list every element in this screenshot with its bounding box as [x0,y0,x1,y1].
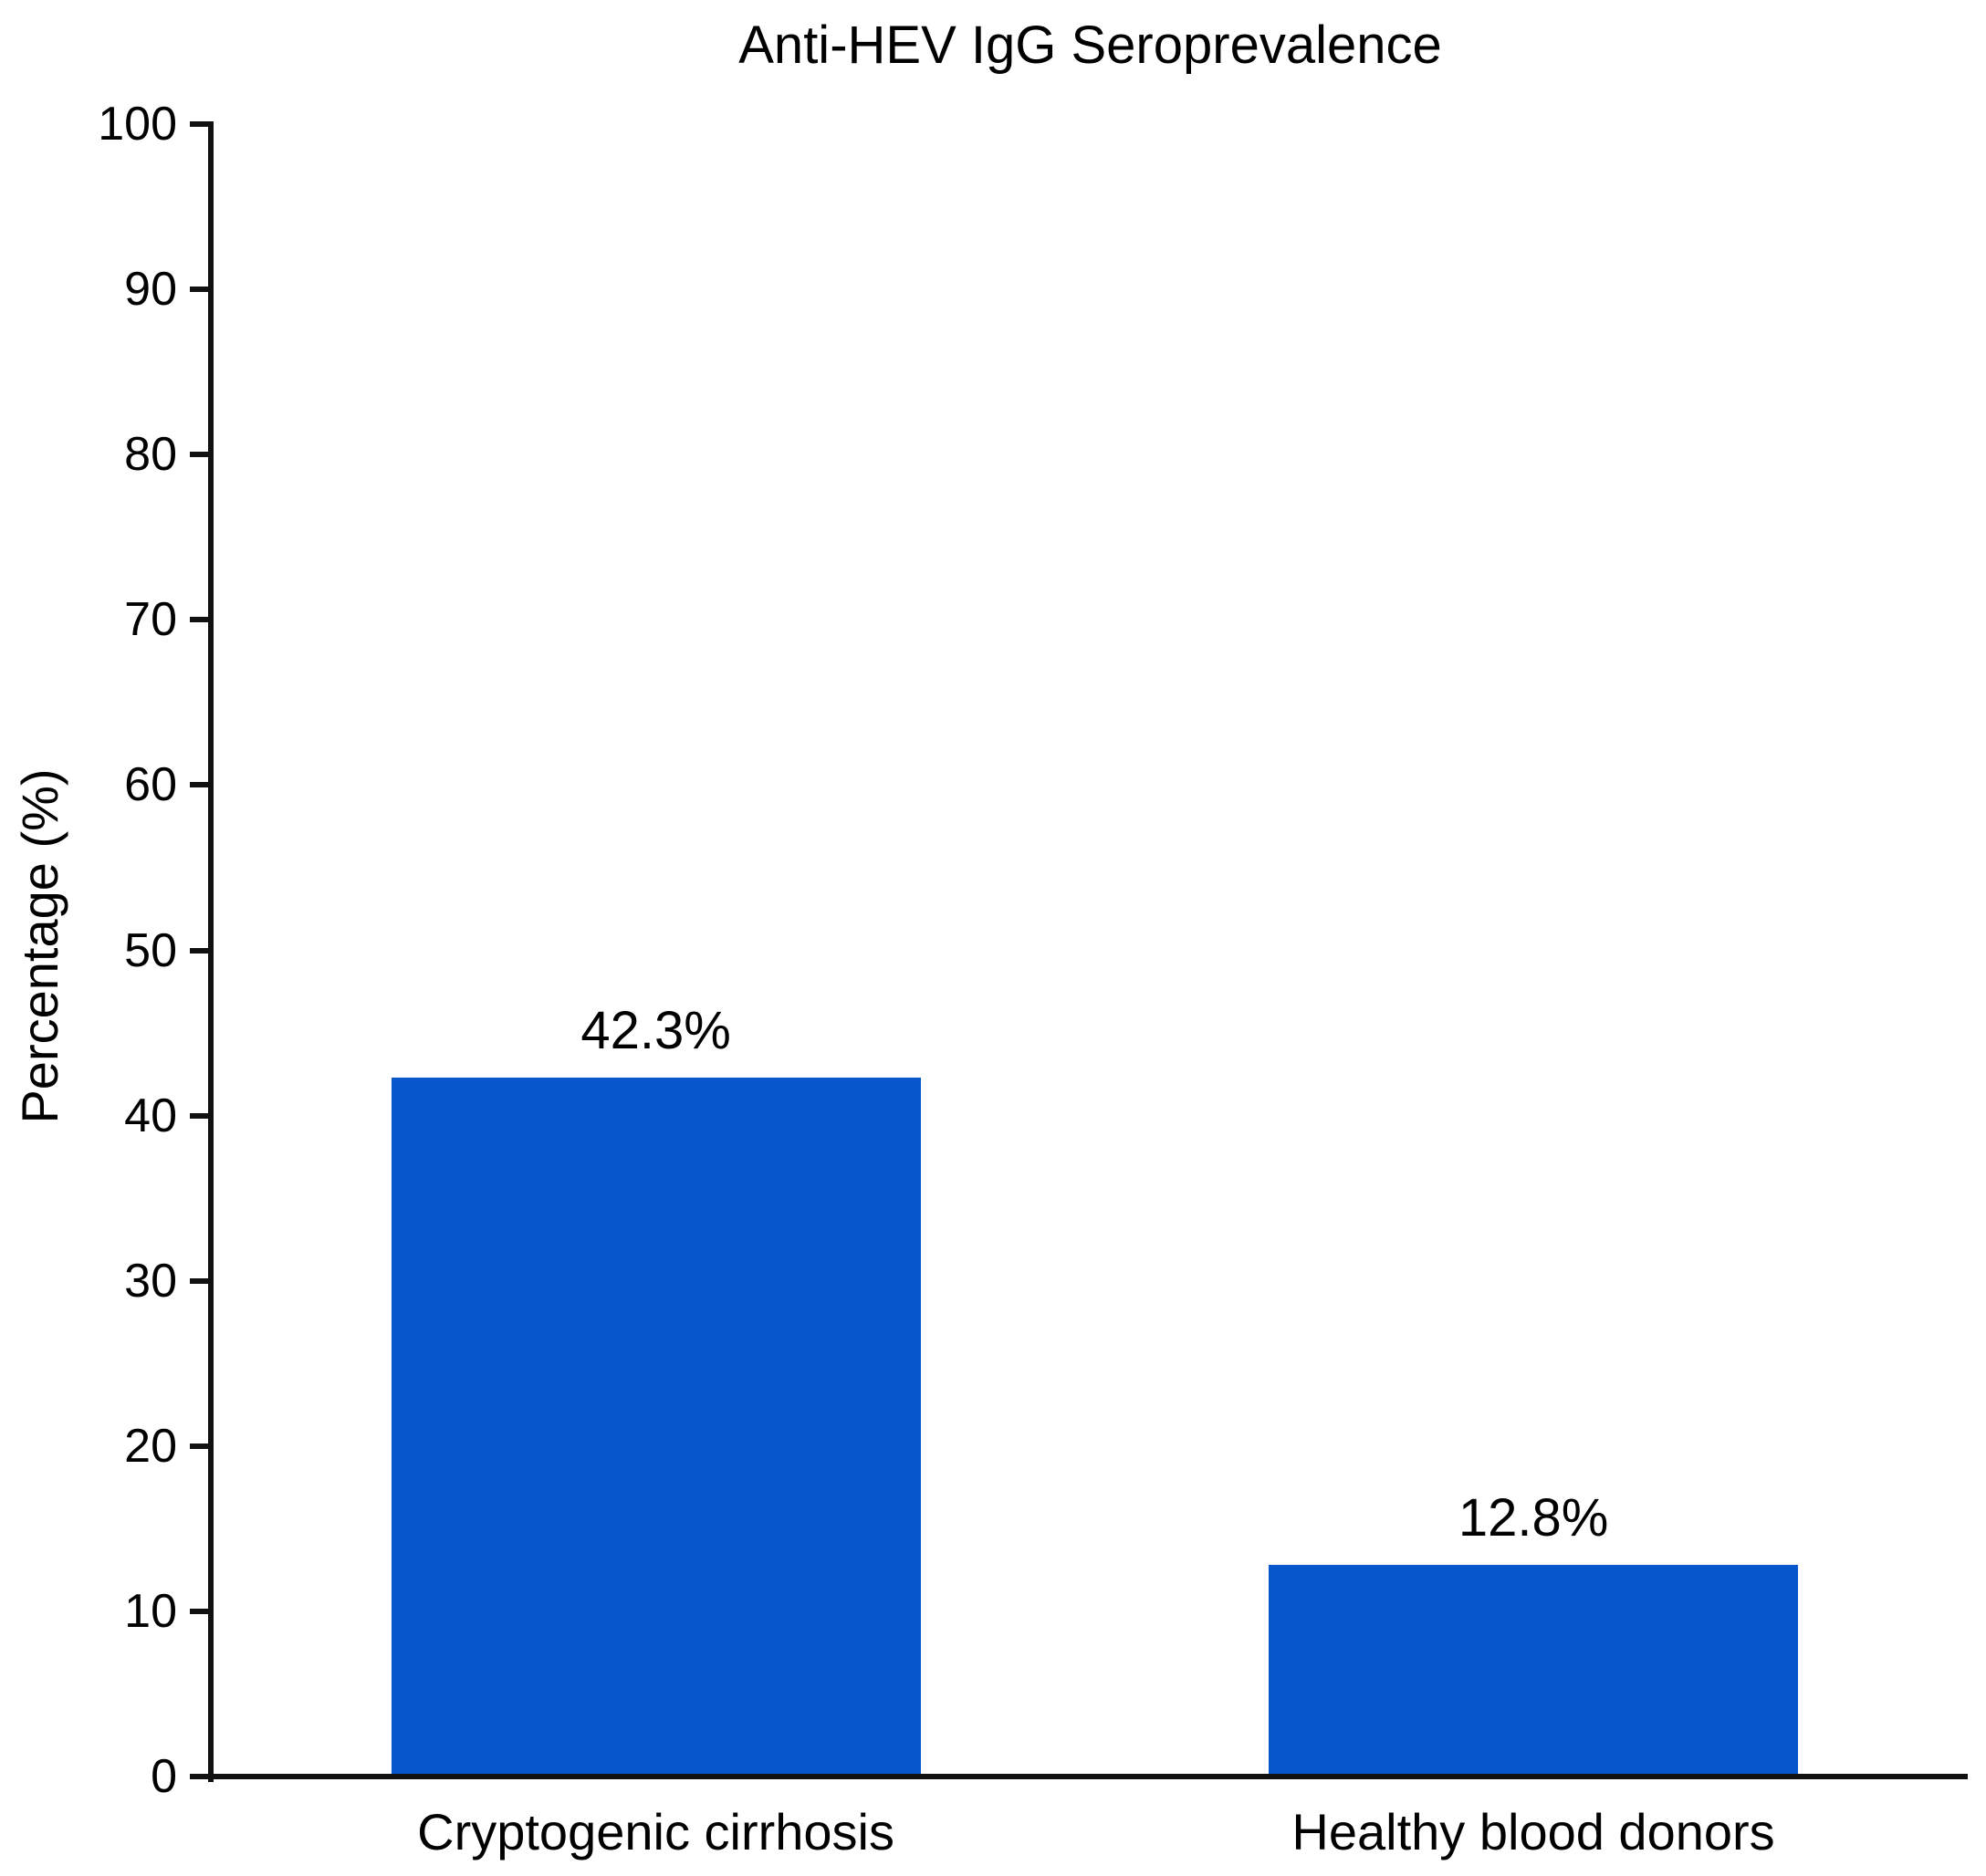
y-tick-mark [190,452,208,458]
y-tick-label: 10 [124,1584,177,1638]
x-category-label: Cryptogenic cirrhosis [417,1803,894,1860]
y-tick-label: 60 [124,758,177,812]
y-tick-label: 80 [124,428,177,482]
bar-value-label: 12.8% [1458,1488,1609,1548]
y-tick-mark [190,121,208,127]
y-tick-mark [190,1443,208,1449]
chart-title: Anti-HEV IgG Seroprevalence [738,16,1442,75]
y-tick-label: 30 [124,1254,177,1308]
x-axis-line [194,1774,1968,1779]
y-tick-label: 40 [124,1089,177,1142]
y-tick-label: 0 [151,1750,177,1803]
y-tick-label: 90 [124,263,177,317]
y-tick-mark [190,617,208,623]
y-tick-label: 50 [124,923,177,977]
y-tick-mark [190,287,208,293]
y-tick-label: 100 [98,98,177,151]
bar [391,1077,921,1774]
y-tick-mark [190,1608,208,1614]
y-tick-label: 20 [124,1419,177,1473]
y-tick-label: 70 [124,593,177,647]
x-category-label: Healthy blood donors [1291,1803,1775,1860]
y-tick-mark [190,782,208,788]
y-tick-mark [190,947,208,954]
y-tick-mark [190,1774,208,1779]
y-tick-mark [190,1112,208,1119]
y-tick-mark [190,1277,208,1284]
y-axis-line [208,121,214,1782]
bar [1269,1565,1799,1774]
bar-value-label: 42.3% [580,1000,731,1060]
